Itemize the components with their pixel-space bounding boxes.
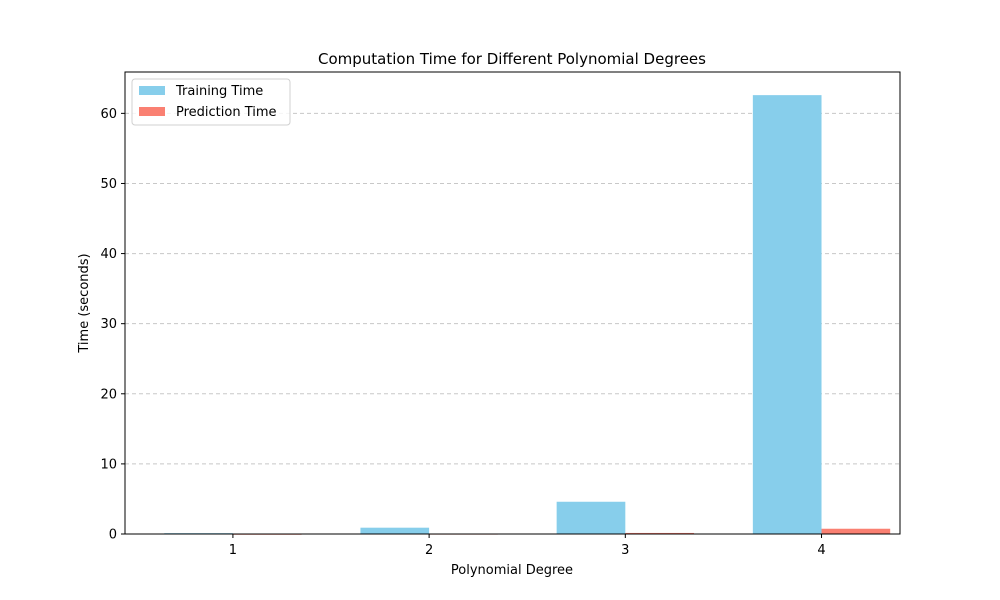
y-tick-label: 60 — [100, 107, 117, 122]
plot-frame — [124, 71, 901, 535]
y-tick-label: 50 — [100, 177, 117, 192]
x-axis: 1 2 3 4 — [229, 534, 826, 558]
x-tick-label: 4 — [817, 543, 825, 558]
y-tick-label: 20 — [100, 387, 117, 402]
legend-swatch-prediction — [139, 107, 165, 116]
chart-title: Computation Time for Different Polynomia… — [318, 50, 706, 68]
prediction-time-bar — [625, 532, 694, 534]
x-tick-label: 3 — [621, 543, 629, 558]
y-tick-label: 0 — [109, 528, 117, 543]
x-tick-label: 1 — [229, 543, 237, 558]
prediction-time-bar — [821, 528, 891, 534]
x-axis-label: Polynomial Degree — [451, 563, 573, 578]
y-axis: 0 10 20 30 40 50 60 — [100, 107, 125, 543]
legend-label-prediction: Prediction Time — [176, 105, 277, 120]
training-time-bar — [752, 95, 822, 534]
training-time-bar — [360, 527, 430, 534]
y-tick-label: 40 — [100, 247, 117, 262]
y-tick-label: 30 — [100, 317, 117, 332]
x-tick-label: 2 — [425, 543, 433, 558]
legend-swatch-training — [139, 86, 165, 95]
y-axis-label: Time (seconds) — [77, 253, 92, 353]
bars — [164, 95, 891, 535]
y-tick-label: 10 — [100, 457, 117, 472]
legend-frame — [131, 78, 291, 126]
training-time-bar — [556, 501, 626, 534]
legend: Training Time Prediction Time — [131, 78, 291, 126]
legend-label-training: Training Time — [175, 84, 263, 99]
